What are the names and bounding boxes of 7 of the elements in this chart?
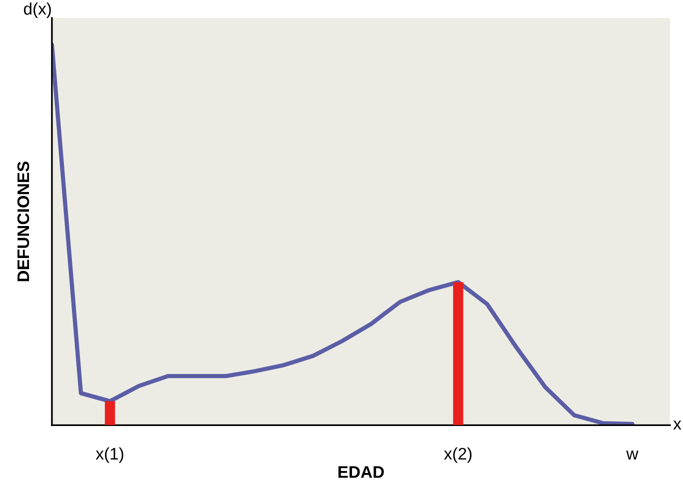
x-tick-label: w	[626, 450, 638, 460]
x-tick-label: x(2)	[444, 447, 472, 463]
x-tick-label: x(1)	[96, 447, 124, 463]
text: d(x)	[24, 2, 51, 18]
text: x	[673, 420, 682, 430]
y-axis-title: DEFUNCIONES	[17, 162, 30, 282]
x-axis-title: EDAD	[338, 466, 384, 478]
